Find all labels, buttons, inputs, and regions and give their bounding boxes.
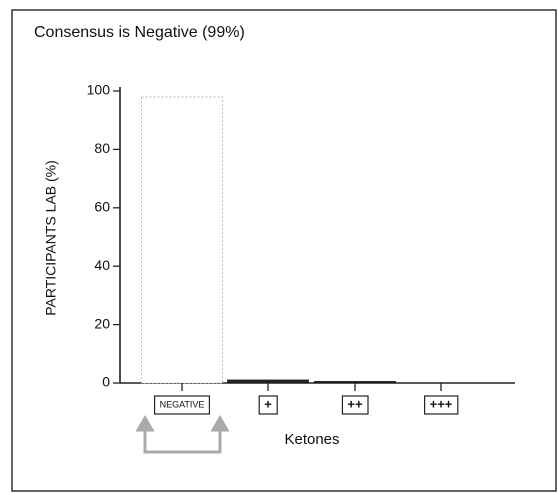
x-tick-box [341, 395, 369, 415]
bar [141, 96, 223, 384]
x-tick-box [153, 395, 211, 415]
y-tick-label: 0 [102, 374, 110, 390]
y-tick-label: 20 [94, 315, 110, 331]
x-tick-box [258, 395, 278, 415]
x-tick-label: +++ [430, 396, 453, 411]
x-tick-label: + [264, 396, 272, 411]
bar [314, 381, 396, 384]
bar [227, 379, 309, 384]
y-tick-label: 80 [94, 140, 110, 156]
negative-arrow [135, 415, 230, 454]
x-tick-label: NEGATIVE [160, 399, 205, 409]
y-axis-label: PARTICIPANTS LAB (%) [43, 160, 59, 316]
x-axis-label: Ketones [284, 431, 339, 448]
chart-title: Consensus is Negative (99%) [34, 24, 245, 41]
frame [11, 9, 557, 492]
x-tick-label: ++ [347, 396, 363, 411]
x-tick-box [424, 395, 459, 415]
y-tick-label: 40 [94, 257, 110, 273]
y-tick-label: 60 [94, 199, 110, 215]
y-tick-label: 100 [87, 82, 111, 98]
